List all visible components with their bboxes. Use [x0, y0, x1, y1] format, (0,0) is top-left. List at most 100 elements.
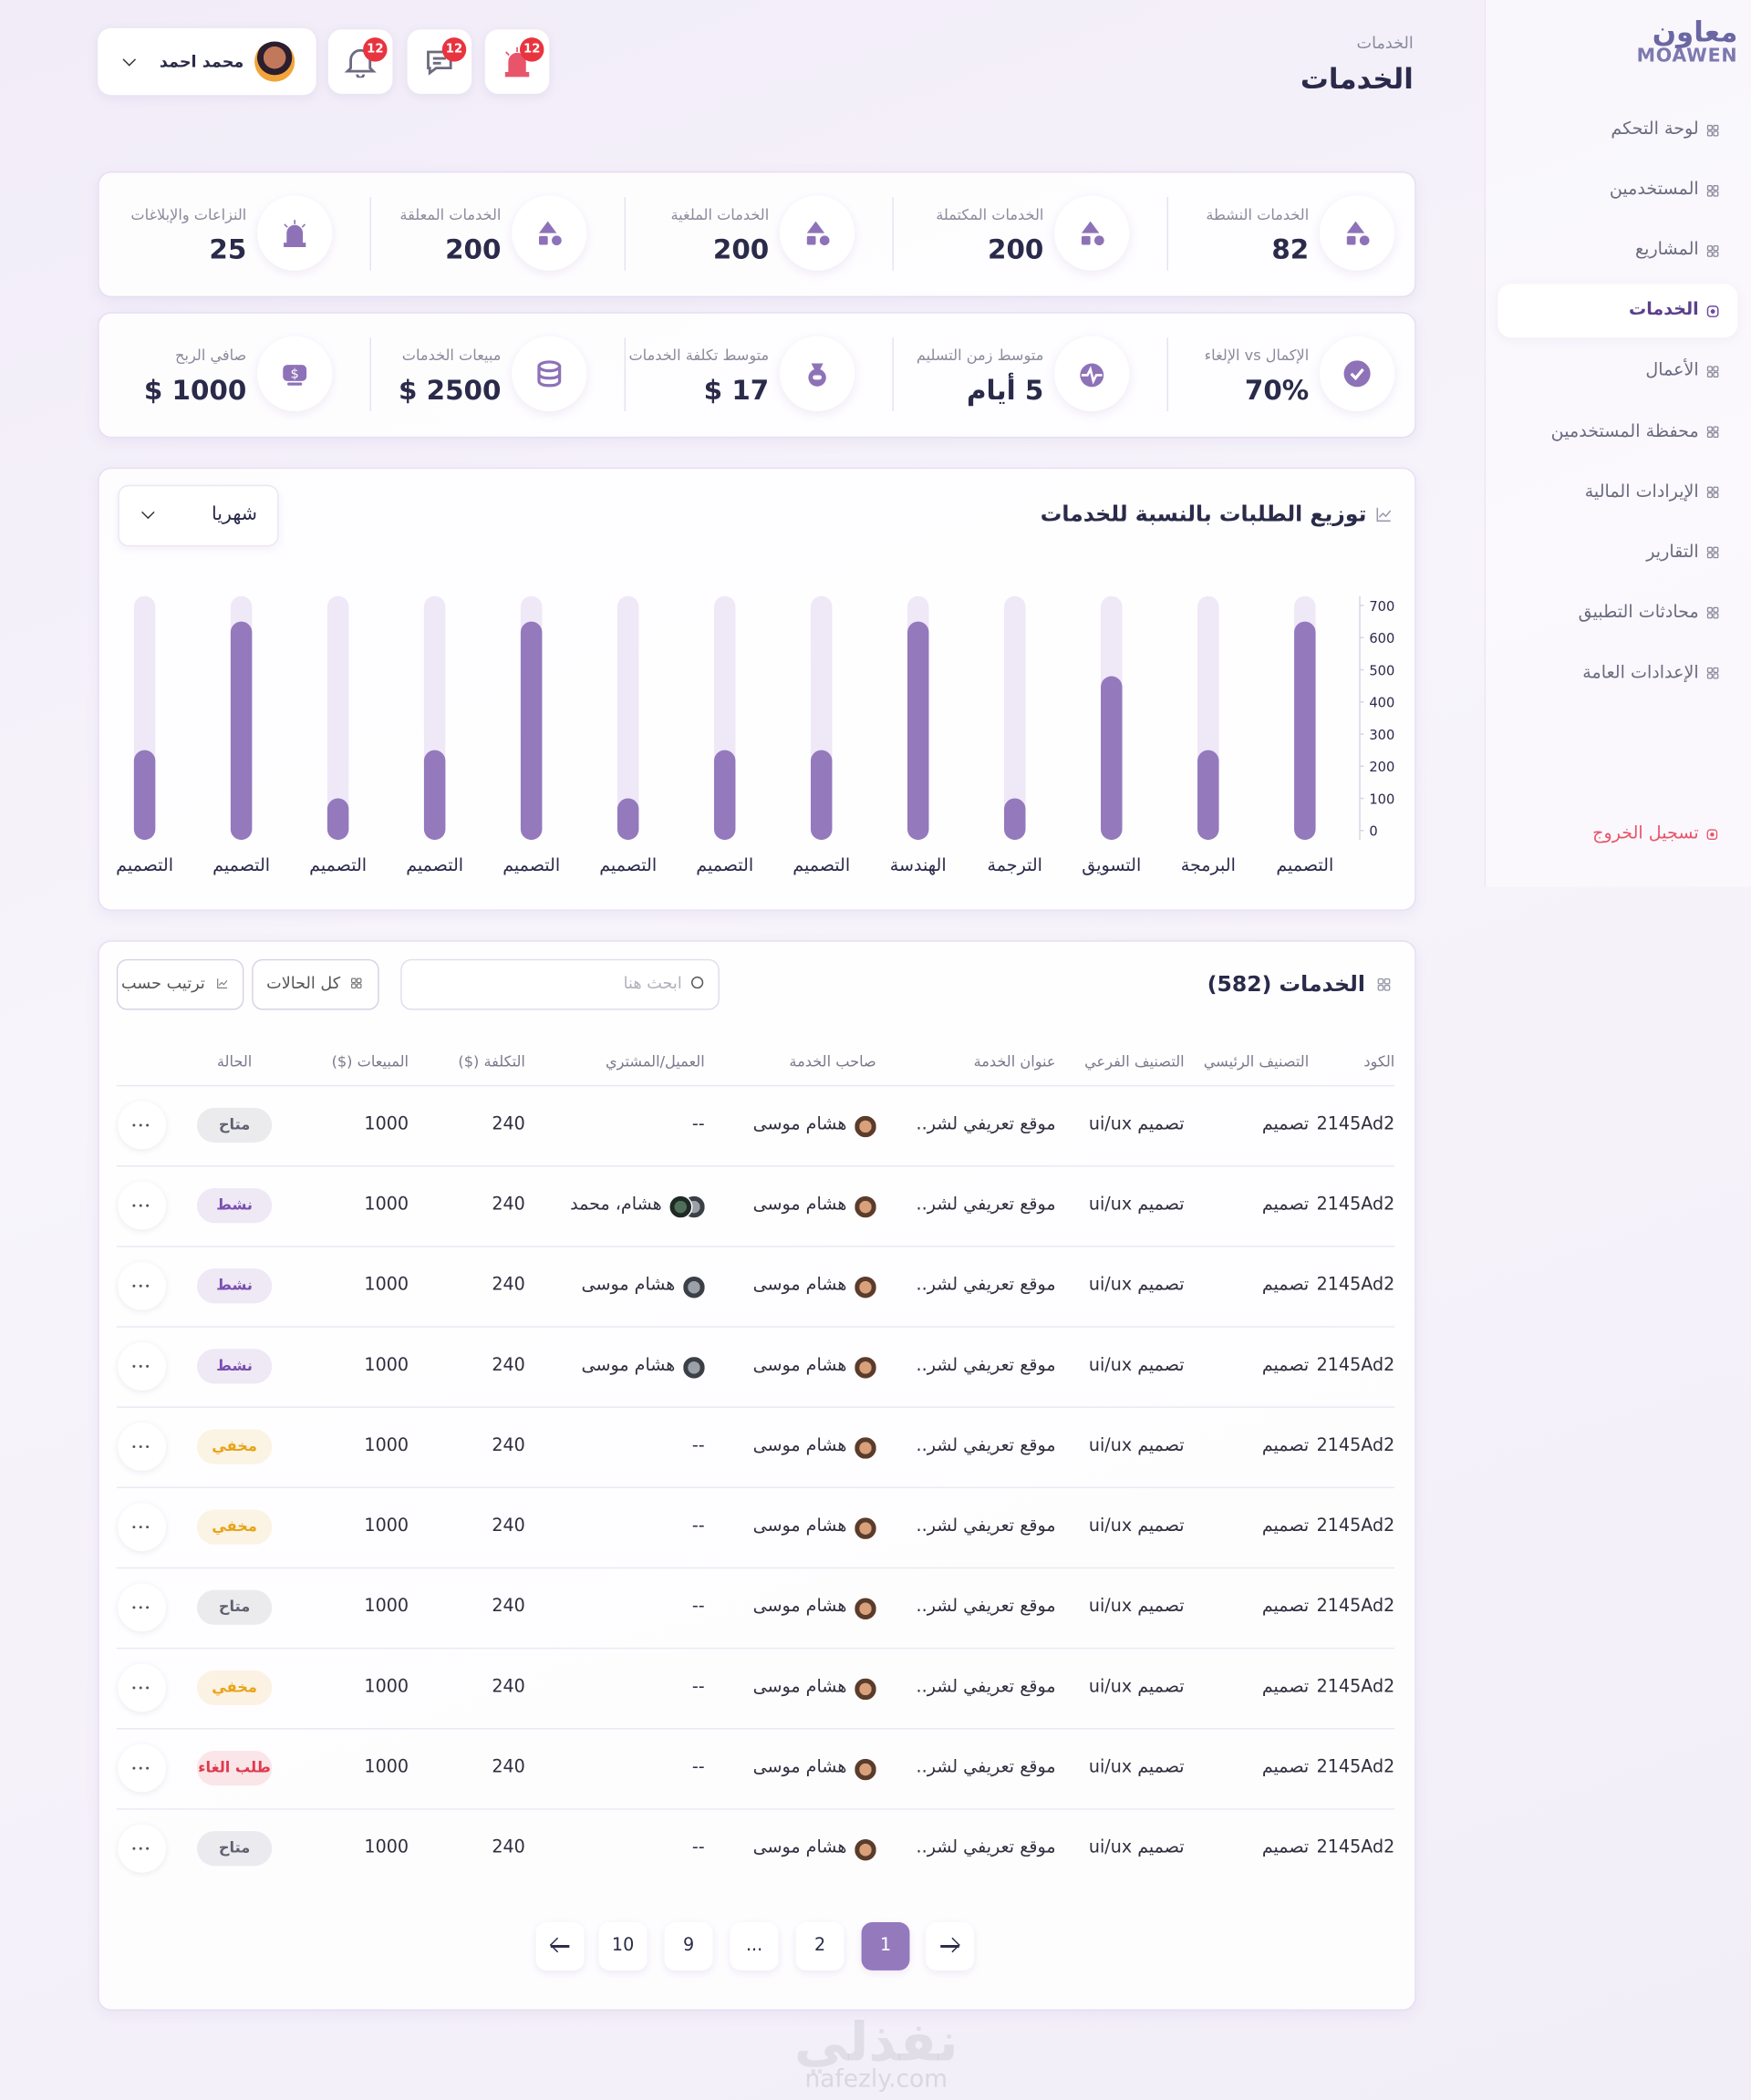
dot	[132, 1606, 136, 1609]
icon	[1080, 363, 1104, 388]
icon-shape	[813, 375, 822, 380]
icon	[1706, 305, 1718, 317]
status-pill: مخفي	[196, 1429, 273, 1464]
stat-icon	[512, 336, 587, 411]
icon-shape	[287, 382, 303, 386]
row-actions[interactable]	[118, 1422, 167, 1471]
avatar	[853, 1355, 878, 1381]
stat-label: الخدمات النشطة	[1206, 206, 1310, 224]
dot	[132, 1364, 136, 1369]
row-actions[interactable]	[118, 1824, 167, 1873]
row-separator	[116, 1808, 1395, 1810]
menu-item[interactable]: التقارير	[1646, 542, 1699, 563]
sort-button[interactable]	[116, 958, 244, 1010]
header-icon-button[interactable]	[327, 29, 393, 94]
icon	[1706, 124, 1718, 136]
row-actions[interactable]	[118, 1181, 167, 1230]
header-icon-button[interactable]	[484, 29, 550, 94]
row-actions[interactable]	[118, 1663, 167, 1712]
dot	[132, 1204, 136, 1207]
cell-code: 2145Ad2	[1316, 1275, 1395, 1296]
icon-shape	[351, 983, 357, 988]
icon-holder	[1374, 975, 1394, 994]
icon-shape	[1346, 235, 1356, 245]
icon-shape	[1706, 607, 1713, 614]
icon-shape	[1712, 667, 1718, 674]
row-actions[interactable]	[118, 1101, 167, 1150]
column-header: الكود	[1363, 1052, 1395, 1071]
badge: 12	[363, 37, 388, 62]
icon	[1377, 978, 1391, 991]
row-actions[interactable]	[118, 1261, 167, 1310]
page-button[interactable]	[598, 1922, 648, 1971]
dot	[145, 1284, 150, 1288]
cell-sales: 1000	[364, 1757, 409, 1778]
cell-code: 2145Ad2	[1316, 1435, 1395, 1456]
stat-value: $ 2500	[398, 373, 502, 407]
row-actions[interactable]	[118, 1583, 167, 1632]
menu-item[interactable]: الخدمات	[1629, 300, 1699, 321]
menu-item[interactable]: محادثات التطبيق	[1578, 602, 1699, 623]
logout[interactable]: تسجيل الخروج	[1592, 823, 1699, 844]
menu-item[interactable]: المستخدمين	[1609, 179, 1699, 201]
header-icon-button[interactable]	[407, 29, 472, 94]
icon-shape	[1712, 431, 1718, 439]
cell-code: 2145Ad2	[1316, 1195, 1395, 1216]
cell-client: --	[691, 1114, 705, 1135]
icon-shape	[1706, 371, 1713, 378]
period-dropdown[interactable]	[118, 484, 279, 547]
cell-main: تصميم	[1261, 1516, 1310, 1536]
row-actions[interactable]	[118, 1341, 167, 1391]
menu-item[interactable]: الإعدادات العامة	[1582, 663, 1699, 684]
page-button[interactable]	[795, 1922, 844, 1971]
breadcrumb: الخدمات	[1356, 33, 1414, 53]
menu-item[interactable]: لوحة التحكم	[1611, 119, 1699, 140]
icon-shape	[1383, 978, 1391, 985]
menu-active-bg	[1497, 284, 1738, 338]
column-header: التصنيف الرئيسي	[1203, 1052, 1310, 1071]
icon-holder	[1373, 503, 1395, 525]
cell-main: تصميم	[1261, 1435, 1310, 1456]
icon-shape	[538, 235, 548, 245]
cell-owner: هشام موسى	[752, 1275, 847, 1296]
cell-sales: 1000	[364, 1275, 409, 1296]
arrow-next	[940, 1945, 959, 1948]
header-separator	[116, 1084, 1395, 1087]
page-button[interactable]	[730, 1922, 779, 1971]
row-actions[interactable]	[118, 1503, 167, 1552]
icon-shape	[351, 978, 357, 984]
dot	[132, 1123, 136, 1127]
cell-sub: تصميم ui/ux	[1088, 1435, 1185, 1456]
row-actions[interactable]	[118, 1743, 167, 1793]
menu-item[interactable]: محفظة المستخدمين	[1550, 421, 1699, 442]
cell-cost: 240	[492, 1435, 525, 1456]
cell-sub: تصميم ui/ux	[1088, 1114, 1185, 1135]
icon-shape	[1376, 507, 1392, 522]
stat-value: 70%	[1244, 373, 1310, 407]
cell-title: موقع تعريفي لشر..	[916, 1195, 1056, 1216]
cell-client: --	[691, 1757, 705, 1778]
icon-shape	[1706, 124, 1713, 130]
icon-shape	[1706, 184, 1713, 191]
icon	[1706, 244, 1718, 257]
cell-owner: هشام موسى	[752, 1757, 847, 1778]
search-box[interactable]	[400, 958, 720, 1010]
page-button[interactable]	[861, 1922, 910, 1971]
stat-label: الخدمات المعلقة	[399, 206, 502, 224]
row-separator	[116, 1246, 1395, 1247]
filter-button[interactable]	[252, 958, 379, 1010]
divider	[624, 196, 627, 271]
icon-shape	[552, 235, 562, 246]
menu-item[interactable]: المشاريع	[1634, 240, 1699, 261]
cell-code: 2145Ad2	[1316, 1677, 1395, 1698]
page-button[interactable]	[664, 1922, 713, 1971]
cell-cost: 240	[492, 1597, 525, 1618]
cell-owner: هشام موسى	[752, 1435, 847, 1456]
icon-shape	[1712, 613, 1718, 619]
icon-shape	[1383, 984, 1391, 991]
menu-item[interactable]: الأعمال	[1645, 360, 1699, 381]
chart-title: توزيع الطلبات بالنسبة للخدمات	[1040, 501, 1367, 527]
menu-item[interactable]: الإيرادات المالية	[1584, 481, 1699, 502]
dot	[139, 1686, 142, 1690]
icon-shape	[1377, 978, 1384, 985]
